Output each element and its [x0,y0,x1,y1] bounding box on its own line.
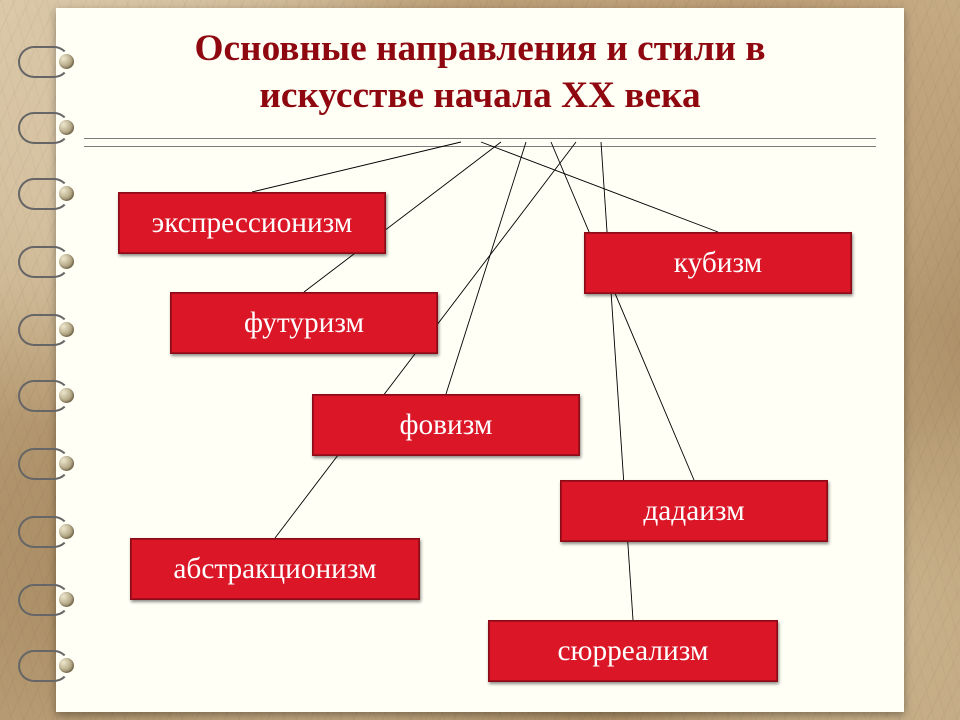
slide-card: Основные направления и стили в искусстве… [56,8,904,712]
box-fauvism: фовизм [312,394,580,456]
connector-expressionism [252,142,461,192]
box-futurism: футуризм [170,292,438,354]
connector-fauvism [446,142,526,394]
connector-surrealism [601,142,633,620]
box-expressionism: экспрессионизм [118,192,386,254]
connector-cubism [481,142,718,232]
box-cubism: кубизм [584,232,852,294]
box-surrealism: сюрреализм [488,620,778,682]
connector-lines [56,8,904,712]
box-dadaism: дадаизм [560,480,828,542]
box-abstractionism: абстракционизм [130,538,420,600]
